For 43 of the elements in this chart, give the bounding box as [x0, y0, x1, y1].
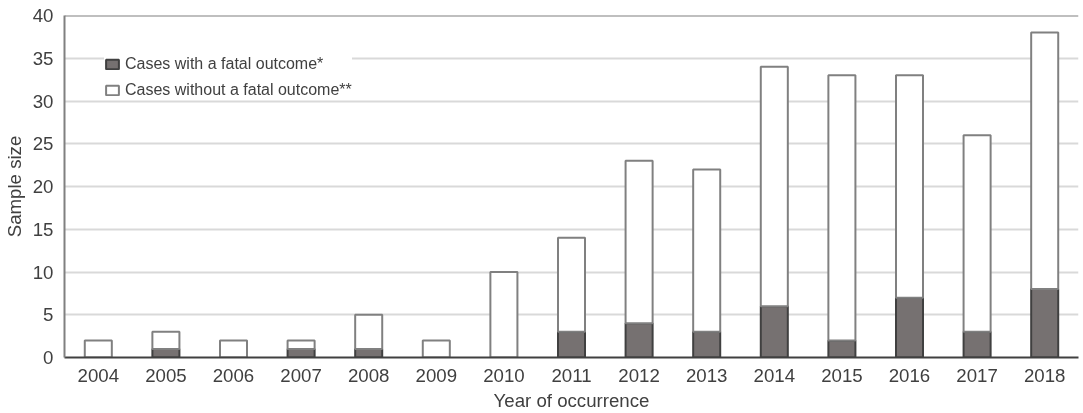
bar	[151, 330, 181, 350]
y-tick-label: 10	[32, 261, 54, 283]
bar	[218, 339, 249, 358]
y-tick-label: 35	[32, 47, 54, 69]
x-tick-label: 2005	[145, 364, 187, 386]
x-tick-label: 2008	[347, 364, 390, 386]
x-tick-label: 2010	[483, 364, 525, 386]
x-tick-label: 2018	[1023, 364, 1066, 386]
x-tick-label: 2017	[956, 364, 998, 386]
x-axis-title: Year of occurrence	[493, 389, 650, 411]
x-tick-label: 2012	[618, 364, 660, 386]
y-tick-label: 40	[32, 5, 54, 26]
y-tick-label: 20	[32, 176, 54, 197]
bar	[354, 313, 384, 350]
y-axis-title: Sample size	[3, 135, 25, 238]
y-tick-label: 5	[43, 304, 54, 326]
y-tick-label: 30	[32, 90, 54, 112]
x-tick-label: 2006	[212, 364, 255, 386]
x-tick-label: 2009	[415, 364, 458, 386]
bar	[894, 74, 925, 299]
x-tick-label: 2004	[77, 364, 120, 386]
legend-label: Cases with a fatal outcome*	[125, 55, 324, 73]
x-tick-label: 2007	[280, 364, 322, 386]
bar	[827, 74, 857, 342]
x-tick-label: 2014	[753, 364, 796, 386]
bar	[556, 236, 587, 333]
x-tick-label: 2016	[888, 364, 931, 386]
x-tick-label: 2011	[551, 364, 592, 386]
bar	[962, 134, 992, 333]
bar	[489, 271, 519, 358]
y-tick-label: 15	[32, 218, 54, 240]
bar	[83, 339, 113, 358]
bar	[624, 159, 654, 325]
bar	[421, 339, 451, 358]
bar	[286, 339, 316, 350]
x-tick-label: 2015	[821, 364, 863, 386]
y-tick-label: 25	[32, 133, 54, 155]
bar	[759, 65, 789, 308]
bar	[692, 168, 722, 333]
legend-label: Cases without a fatal outcome**	[125, 81, 352, 99]
bar	[1030, 31, 1060, 291]
y-tick-label: 0	[43, 347, 54, 368]
x-tick-label: 2013	[685, 364, 728, 386]
